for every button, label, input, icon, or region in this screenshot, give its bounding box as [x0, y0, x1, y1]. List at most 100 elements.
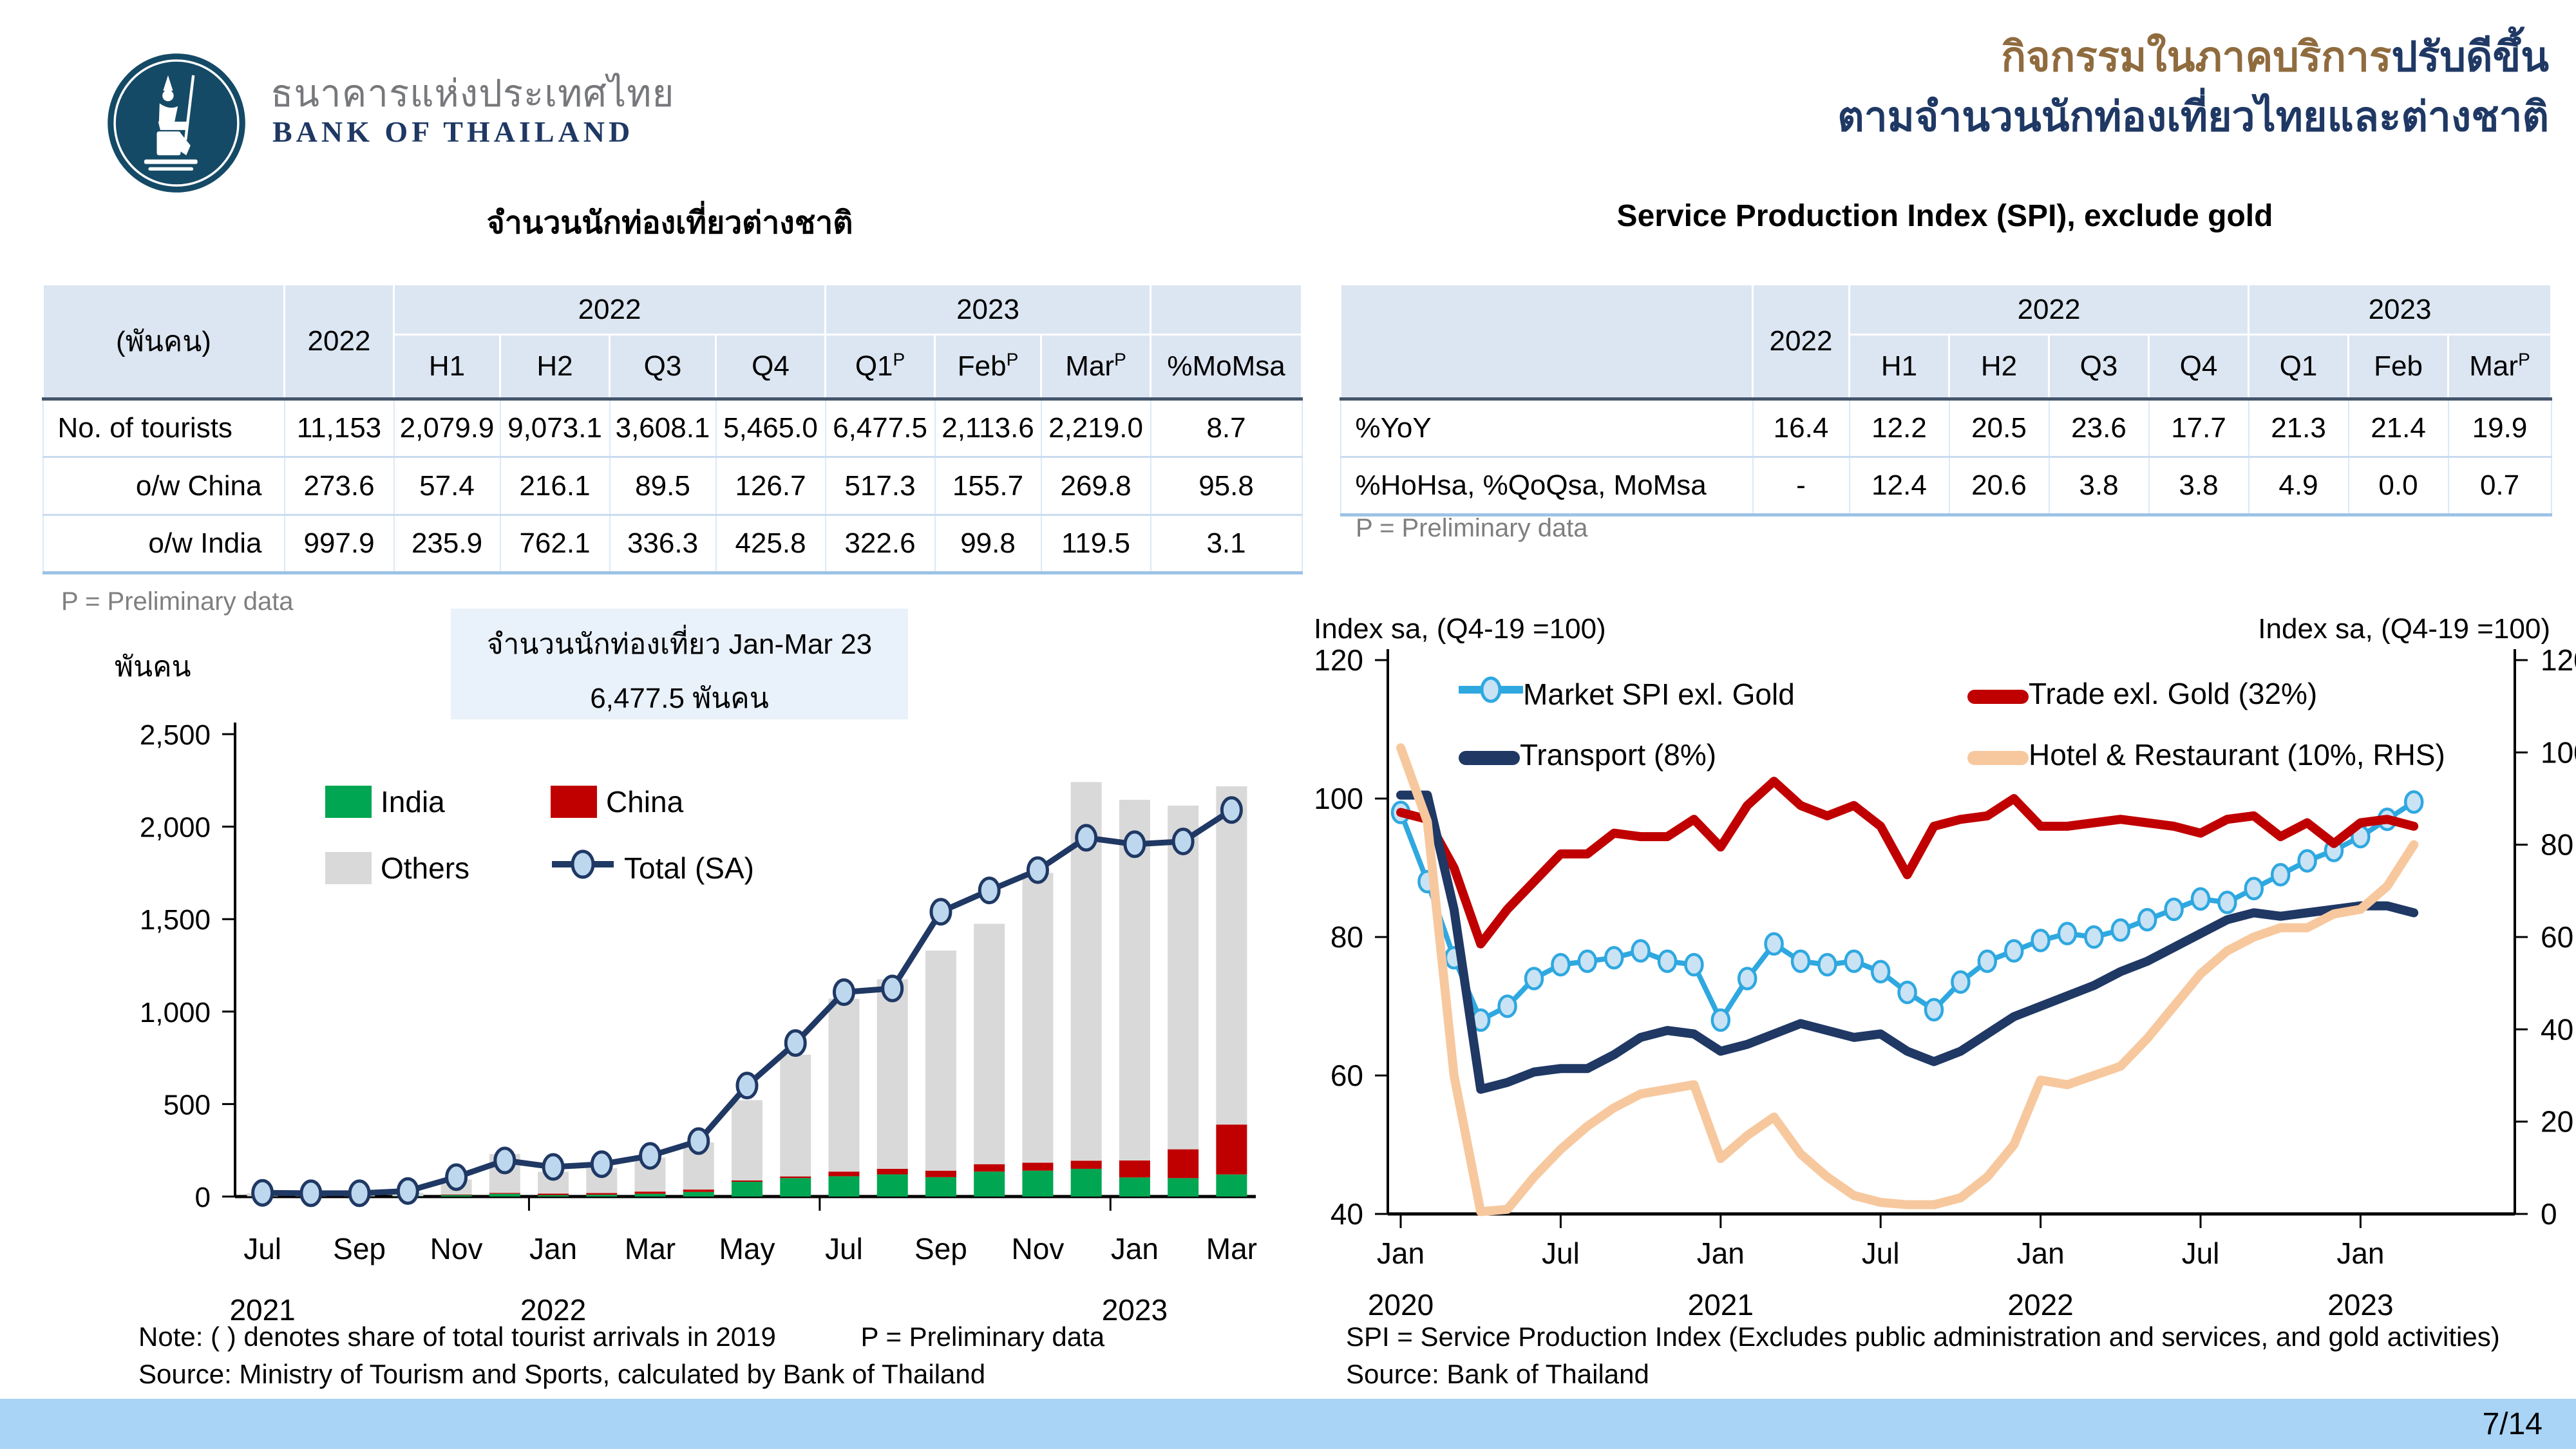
legend-label: China [606, 785, 684, 819]
line-hotel-restaurant-rhs- [1396, 743, 2419, 1217]
table-col-header: %MoMsa [1150, 334, 1303, 400]
bar-india [634, 1193, 666, 1197]
bar-india [538, 1195, 569, 1197]
table-cell: 0.7 [2447, 457, 2552, 516]
bar-others [392, 1192, 424, 1197]
market-spi-marker [1764, 932, 1784, 956]
table-cell: 89.5 [609, 457, 717, 516]
year-label: 2023 [1102, 1293, 1168, 1327]
market-spi-marker [1710, 1008, 1731, 1032]
market-spi-marker [2244, 876, 2264, 900]
market-spi-marker [1631, 939, 1651, 963]
table-col-header: H2 [1948, 334, 2050, 400]
bar-others [1119, 799, 1150, 1160]
table-col-header: MarP [2447, 334, 2553, 400]
legend-swatch [1456, 676, 1526, 711]
legend-label: Others [381, 851, 470, 885]
bar-india [876, 1174, 908, 1197]
bar-others [683, 1142, 714, 1190]
table-cell: 12.4 [1848, 457, 1950, 516]
bar-others [732, 1100, 762, 1181]
total-sa-marker [1171, 828, 1195, 856]
total-sa-marker [251, 1179, 274, 1207]
bar-india [974, 1171, 1005, 1197]
bar-china [586, 1193, 618, 1195]
table-col-header: Q4 [714, 334, 827, 400]
table-cell: 5,465.0 [715, 397, 826, 458]
bar-others [828, 998, 860, 1172]
left-section-title: จำนวนนักท่องเที่ยวต่างชาติ [486, 206, 853, 240]
total-sa-marker [1123, 830, 1146, 858]
total-sa-marker [978, 876, 1001, 905]
legend-item-market-spi-exl-gold: Market SPI exl. Gold [1456, 675, 1967, 712]
total-sa-marker [299, 1179, 323, 1208]
table-cell: 2,079.9 [393, 397, 501, 458]
x-tick-label: Mar [625, 1232, 676, 1265]
table-row: o/w China 273.6 57.4 216.1 89.5 126.7 517.3 155… [42, 457, 1303, 516]
bar-china [732, 1180, 762, 1182]
table-extra-header-spacer [1150, 283, 1303, 336]
preliminary-sup: P [2518, 349, 2530, 370]
slide-title-line1: กิจกรรมในภาคบริการปรับดีขึ้น [1837, 27, 2549, 87]
spi-axis-label-left: Index sa, (Q4-19 =100) [1314, 613, 1606, 645]
table-unit-header [1340, 283, 1754, 400]
market-spi-marker [2217, 891, 2237, 914]
right-table-footnote: P = Preliminary data [1356, 514, 1588, 542]
line-transport- [1396, 790, 2419, 1094]
table-col-header: H1 [393, 334, 501, 400]
total-sa-marker [687, 1127, 710, 1155]
table-col-header: FebP [934, 334, 1043, 400]
table-row: %HoHsa, %QoQsa, MoMsa -12.4 20.6 3.8 3.8 4.9 0… [1340, 457, 2552, 516]
bar-others [538, 1171, 569, 1194]
table-cell: 762.1 [499, 515, 611, 574]
market-spi-marker [2164, 897, 2184, 922]
bar-india [440, 1195, 472, 1197]
bar-china [828, 1171, 860, 1177]
table-annual-header: 2022 [1752, 283, 1850, 400]
bar-china [1022, 1162, 1054, 1171]
bar-others [247, 1193, 278, 1197]
market-spi-marker [1924, 998, 1944, 1022]
data-table: (พันคน) 2022 2022 2023 H1 H2 Q3 Q4 Q1P FebP MarP %M… [42, 283, 1303, 574]
x-tick-label: Jan [2336, 1236, 2384, 1270]
bar-china [974, 1164, 1005, 1172]
year-label: 2022 [2007, 1288, 2073, 1321]
x-tick-label: Sep [914, 1232, 967, 1265]
bar-others [974, 923, 1005, 1164]
year-label: 2021 [1688, 1288, 1754, 1321]
right-tick-label: 20 [2541, 1105, 2573, 1139]
market-spi-marker [2137, 907, 2157, 932]
table-cell: 3.1 [1150, 515, 1303, 574]
bank-name-thai: ธนาคารแห่งประเทศไทย [270, 73, 675, 115]
preliminary-sup: P [893, 349, 905, 370]
market-spi-marker [1524, 967, 1544, 990]
market-spi-marker [2190, 887, 2211, 911]
market-spi-marker [1951, 970, 1971, 994]
table-cell: 23.6 [2048, 397, 2150, 458]
market-spi-marker [1470, 1008, 1491, 1032]
table-group-header: 2022 [392, 283, 827, 336]
total-sa-marker [1075, 824, 1098, 852]
year-label: 2023 [2327, 1288, 2393, 1321]
x-tick-label: Jul [2182, 1236, 2220, 1270]
market-spi-marker [2110, 918, 2131, 942]
right-section-title: Service Production Index (SPI), exclude … [1616, 199, 2273, 233]
table-col-header: Q1P [824, 334, 936, 400]
x-tick-label: Jan [1111, 1232, 1159, 1265]
table-cell: 19.9 [2447, 397, 2552, 458]
bar-india [925, 1177, 956, 1197]
table-cell: 3.8 [2148, 457, 2249, 516]
table-cell: 336.3 [609, 515, 717, 574]
table-cell: 273.6 [283, 457, 395, 516]
bar-others [925, 951, 956, 1171]
legend-item-china: China [551, 784, 754, 819]
table-cell: 155.7 [934, 457, 1042, 516]
table-col-header: Q1 [2248, 334, 2350, 400]
table-cell: 2,219.0 [1040, 397, 1151, 458]
bar-others [634, 1157, 666, 1192]
bar-others [489, 1153, 520, 1193]
line-trade-exl-gold- [1396, 777, 2419, 949]
x-tick-label: Jul [825, 1232, 863, 1265]
x-tick-label: Jan [529, 1232, 577, 1265]
table-col-header: Feb [2347, 334, 2450, 400]
